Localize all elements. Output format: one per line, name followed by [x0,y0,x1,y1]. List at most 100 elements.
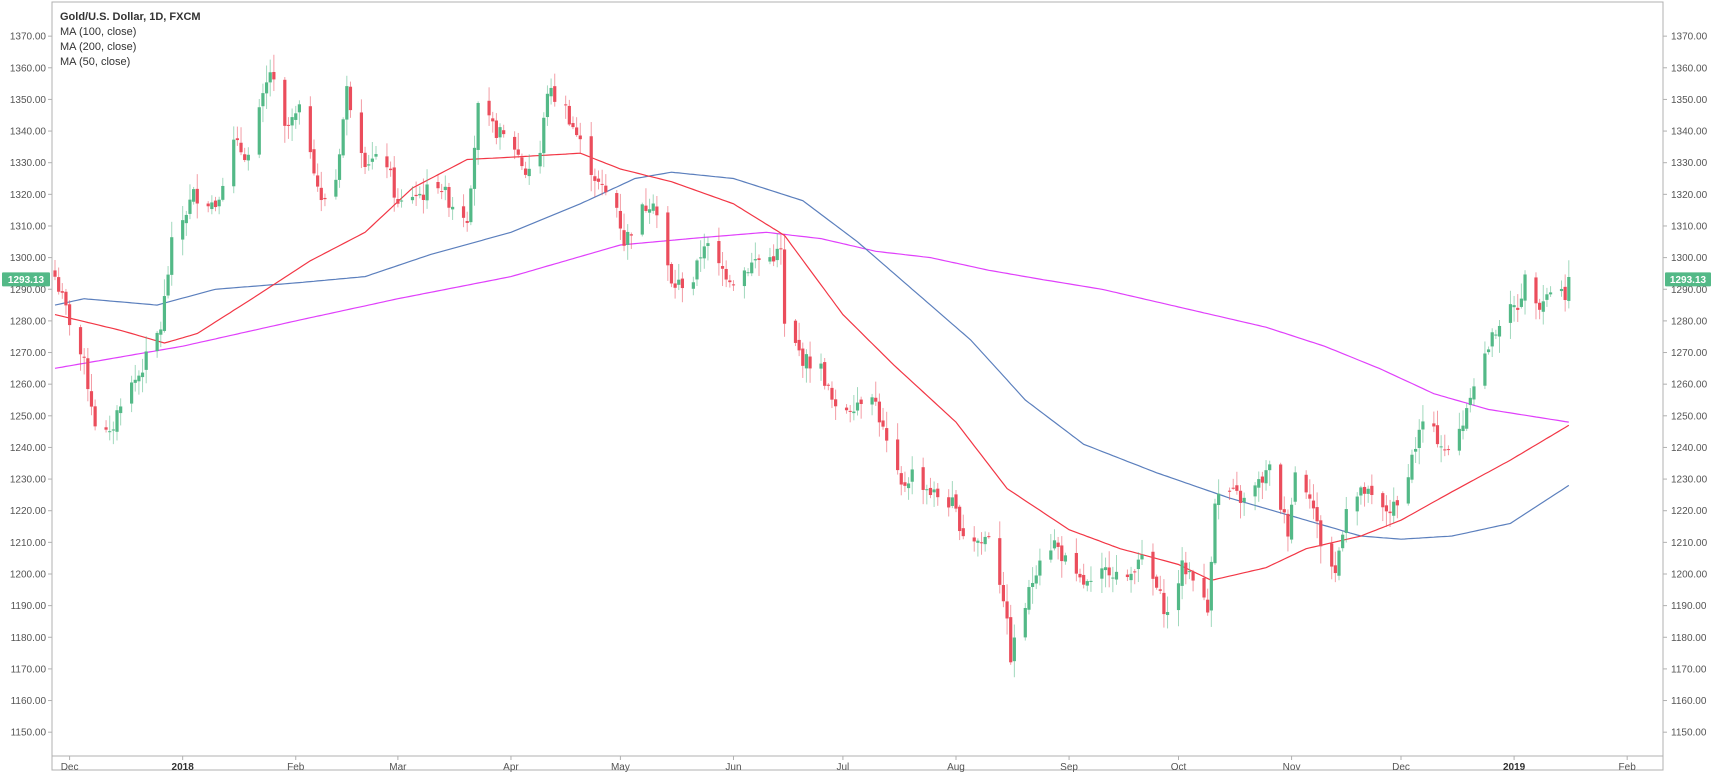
candle-up [1023,608,1027,638]
candle-up [221,185,225,200]
candle-down [1435,425,1440,445]
candle-down [655,206,659,216]
candle-down [772,256,776,262]
candle-down [604,185,608,193]
y-tick-label-right: 1230.00 [1671,475,1708,486]
candle-up [1187,571,1192,573]
candle-up [1545,294,1549,300]
candle-down [899,473,903,485]
candle-up [137,375,141,382]
candle-up [498,127,502,138]
candle-up [1268,464,1272,471]
candle-down [1184,562,1188,575]
candle-down [1078,573,1082,578]
x-tick-label: Feb [287,762,305,773]
candle-down [1082,574,1086,585]
candle-down [1384,505,1389,512]
candle-up [159,329,163,335]
candle-up [1293,472,1297,502]
candle-down [1534,277,1538,304]
y-tick-label-right: 1220.00 [1671,506,1708,517]
candle-up [695,260,699,280]
candle-up [1567,276,1571,301]
candle-up [1337,550,1341,576]
y-tick-label-left: 1290.00 [10,285,47,296]
candle-up [527,168,531,177]
y-tick-label-left: 1250.00 [10,411,47,422]
candle-up [677,279,681,285]
candle-up [192,189,196,202]
candle-up [1012,637,1016,662]
candle-up [1213,503,1217,564]
y-tick-label-right: 1330.00 [1671,158,1708,169]
candle-down [93,406,97,427]
candle-down [1282,509,1286,513]
candle-down [731,284,736,286]
candle-up [367,164,371,166]
candle-up [370,158,374,162]
candle-down [874,397,878,402]
candle-down [1107,567,1111,576]
candle-up [1559,288,1564,292]
candle-down [447,187,451,208]
candle-up [1548,292,1553,295]
y-tick-label-left: 1200.00 [10,569,47,580]
legend-ma200: MA (200, close) [60,41,137,53]
candle-up [1494,334,1498,336]
candle-down [961,528,965,537]
candle-down [348,86,353,111]
candle-up [804,354,809,369]
candle-up [538,152,542,167]
y-tick-label-left: 1190.00 [11,601,47,612]
chart-legend: Gold/U.S. Dollar, 1D, FXCM MA (100, clos… [60,10,201,70]
candle-up [1457,428,1461,451]
candle-down [1370,485,1374,495]
y-tick-label-right: 1150.00 [1671,728,1707,739]
candle-down [1133,571,1137,573]
candle-down [1432,423,1436,427]
candle-down [1056,542,1060,547]
candle-up [155,332,159,352]
y-tick-label-right: 1170.00 [1671,664,1707,675]
price-tag-right [1665,272,1711,287]
legend-ma100: MA (100, close) [60,26,137,38]
legend-ma50: MA (50, close) [60,56,131,68]
candle-down [1516,307,1520,310]
y-tick-label-left: 1170.00 [11,664,47,675]
candle-up [476,102,480,150]
candle-up [983,536,987,545]
candle-up [1341,534,1345,549]
y-tick-label-left: 1240.00 [10,443,47,454]
candle-up [217,199,221,207]
candle-down [779,248,783,250]
candle-down [921,467,925,490]
candle-down [1308,494,1312,499]
x-tick-label: May [611,762,630,773]
candle-down [987,536,991,538]
candle-down [1009,617,1013,663]
candle-down [494,120,498,138]
candle-up [399,200,404,202]
y-tick-label-left: 1340.00 [10,127,47,138]
candle-up [549,87,553,97]
candle-down [1158,589,1162,591]
candle-down [757,258,761,260]
candle-up [133,379,137,383]
price-tag-right-text: 1293.13 [1670,275,1707,286]
candle-down [1125,574,1130,578]
x-tick-label: Sep [1060,762,1078,773]
x-tick-label: Aug [947,762,965,773]
candle-up [1359,487,1363,496]
candle-down [615,193,619,208]
candle-down [928,487,933,496]
candle-down [1151,551,1155,579]
y-tick-label-left: 1330.00 [10,158,47,169]
candle-up [425,184,429,201]
candle-up [1027,587,1031,610]
candle-down [414,194,418,197]
candle-up [651,203,655,211]
candle-up [1417,429,1421,448]
candle-down [388,168,393,171]
candle-up [852,411,856,414]
